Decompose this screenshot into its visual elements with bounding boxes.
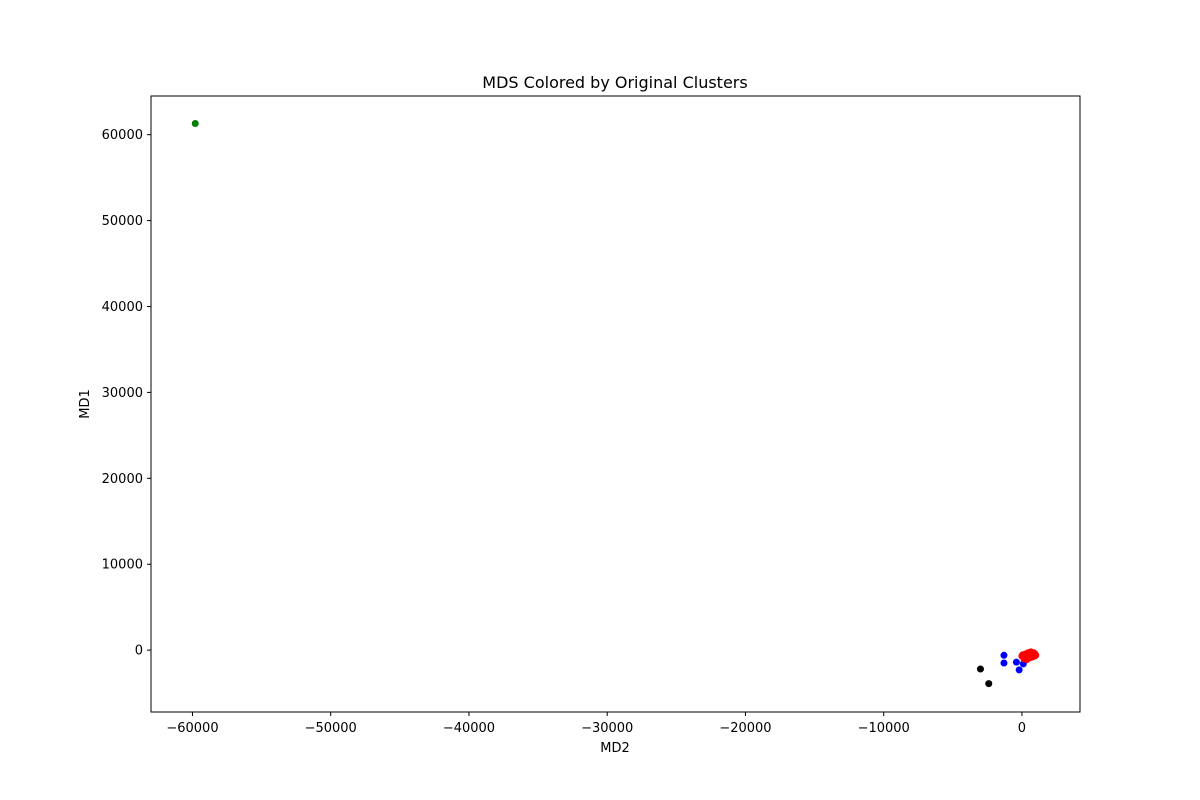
- data-points: [191, 119, 1040, 688]
- scatter-point: [191, 119, 199, 127]
- scatter-point: [1019, 651, 1027, 659]
- scatter-point: [1000, 659, 1008, 667]
- x-axis-ticks: −60000 −50000 −40000 −30000 −20000 −10000 0: [166, 712, 1026, 736]
- scatter-point: [1031, 650, 1039, 658]
- scatter-point: [985, 680, 993, 688]
- x-tick-label: −20000: [719, 721, 771, 736]
- x-tick-label: 0: [1018, 721, 1026, 736]
- x-axis-label: MD2: [600, 741, 630, 756]
- y-axis-ticks: 0 10000 20000 30000 40000 50000 60000: [102, 128, 151, 659]
- scatter-point: [1015, 666, 1023, 674]
- y-tick-label: 0: [135, 644, 143, 659]
- x-tick-label: −30000: [581, 721, 633, 736]
- x-tick-label: −50000: [305, 721, 357, 736]
- y-tick-label: 50000: [102, 214, 143, 229]
- y-axis-label: MD1: [78, 389, 93, 419]
- scatter-point: [976, 665, 984, 673]
- x-tick-label: −40000: [443, 721, 495, 736]
- chart-title: MDS Colored by Original Clusters: [482, 73, 747, 92]
- scatter-point: [1000, 651, 1008, 659]
- x-tick-label: −60000: [166, 721, 218, 736]
- scatter-point: [1012, 658, 1020, 666]
- x-tick-label: −10000: [858, 721, 910, 736]
- plot-frame: [150, 95, 1081, 713]
- y-tick-label: 10000: [102, 558, 143, 573]
- y-tick-label: 40000: [102, 300, 143, 315]
- y-tick-label: 60000: [102, 128, 143, 143]
- y-tick-label: 30000: [102, 386, 143, 401]
- y-tick-label: 20000: [102, 472, 143, 487]
